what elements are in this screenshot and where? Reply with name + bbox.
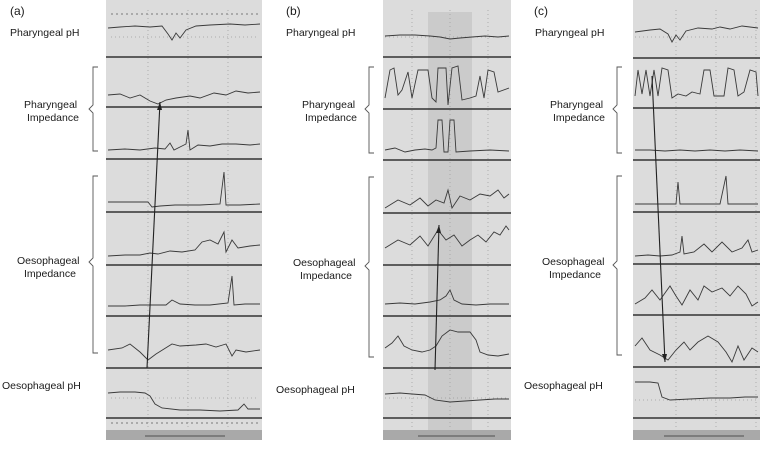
panel-c-oesophageal-ph-label: Oesophageal pH — [524, 380, 603, 392]
panel-a-pharyngeal-ph-trace — [107, 23, 261, 41]
panel-b-oesophageal-impedance-trace — [384, 329, 510, 357]
panel-c-oesophageal-impedance-trace — [634, 285, 759, 307]
panel-a-oesophageal-impedance-trace — [107, 343, 261, 361]
panel-b-oesophageal-impedance-trace — [384, 289, 509, 306]
panel-b-propagation-arrowhead — [436, 225, 441, 233]
panel-c-oesophageal-impedance-label-1: Oesophageal — [542, 256, 605, 268]
panel-a-pharyngeal-impedance-label-2: Impedance — [27, 112, 79, 124]
panel-b-pharyngeal-ph-trace — [384, 34, 510, 40]
panel-a-oesophageal-ph-trace — [107, 391, 260, 412]
panel-a-oesophageal-impedance-label-1: Oesophageal — [17, 255, 80, 267]
panel-c-pharyngeal-impedance-label-2: Impedance — [553, 112, 605, 124]
panel-c-oesophageal-impedance-trace — [635, 175, 758, 205]
panel-a-oesophageal-impedance-trace — [107, 230, 261, 257]
panel-b-letter: (b) — [286, 4, 301, 18]
panel-b-oesophageal-ph-trace — [384, 392, 509, 403]
panel-a-pharyngeal-impedance-trace — [107, 90, 261, 105]
panel-c-pharyngeal-impedance-brace — [612, 66, 622, 154]
panel-c-pharyngeal-impedance-trace — [634, 67, 759, 99]
panel-b-footer-bar — [383, 430, 511, 440]
panel-a-pharyngeal-ph-label: Pharyngeal pH — [10, 27, 80, 39]
panel-c-pharyngeal-ph-label: Pharyngeal pH — [535, 27, 605, 39]
panel-c-oesophageal-impedance-trace — [634, 235, 759, 257]
panel-c-propagation-arrow — [651, 75, 666, 363]
panel-b-oesophageal-impedance-trace — [384, 188, 510, 210]
panel-a-pharyngeal-impedance-trace — [107, 129, 261, 151]
panel-a-footer-bar — [106, 430, 262, 440]
panel-b-pharyngeal-ph-label: Pharyngeal pH — [286, 27, 356, 39]
panel-a-propagation-arrow — [146, 101, 161, 369]
panel-c-oesophageal-impedance-brace — [612, 175, 622, 356]
panel-a-pharyngeal-impedance-brace — [88, 66, 98, 152]
panel-a-propagation-arrowhead — [157, 102, 162, 110]
panel-a-recording — [106, 0, 262, 440]
panel-a-oesophageal-impedance-trace — [108, 275, 260, 307]
panel-a-oesophageal-impedance-trace — [108, 171, 261, 208]
panel-b-recording — [383, 0, 511, 440]
panel-c-oesophageal-ph-trace — [635, 381, 758, 401]
panel-a-pharyngeal-impedance-label-1: Pharyngeal — [24, 99, 78, 111]
panel-b-pharyngeal-impedance-label-1: Pharyngeal — [302, 99, 356, 111]
panel-c-propagation-arrowhead — [662, 354, 667, 362]
panel-c-letter: (c) — [534, 4, 548, 18]
panel-c-trace-background — [633, 0, 760, 440]
panel-c-footer-bar — [633, 430, 760, 440]
panel-b-oesophageal-ph-label: Oesophageal pH — [276, 384, 355, 396]
panel-b-pharyngeal-impedance-brace — [364, 66, 374, 154]
panel-c-oesophageal-impedance-trace — [634, 335, 759, 364]
panel-b-oesophageal-impedance-brace — [364, 176, 374, 358]
panel-c-recording — [633, 0, 760, 440]
panel-b-oesophageal-impedance-trace — [384, 225, 510, 249]
panel-b-propagation-arrow — [434, 224, 440, 371]
panel-b-pharyngeal-impedance-label-2: Impedance — [305, 112, 357, 124]
panel-b-oesophageal-impedance-label-1: Oesophageal — [293, 257, 356, 269]
panel-b-pharyngeal-impedance-trace — [384, 65, 510, 106]
panel-a-oesophageal-impedance-label-2: Impedance — [24, 268, 76, 280]
panel-c-pharyngeal-ph-trace — [634, 25, 759, 43]
panel-c-pharyngeal-impedance-label-1: Pharyngeal — [550, 99, 604, 111]
panel-a-trace-background — [106, 0, 262, 440]
panel-a-oesophageal-impedance-brace — [88, 175, 98, 354]
panel-a-letter: (a) — [10, 4, 25, 18]
panel-b-pharyngeal-impedance-trace — [384, 119, 510, 153]
panel-a-oesophageal-ph-label: Oesophageal pH — [2, 380, 81, 392]
panel-b-oesophageal-impedance-label-2: Impedance — [300, 270, 352, 282]
panel-c-oesophageal-impedance-label-2: Impedance — [549, 269, 601, 281]
